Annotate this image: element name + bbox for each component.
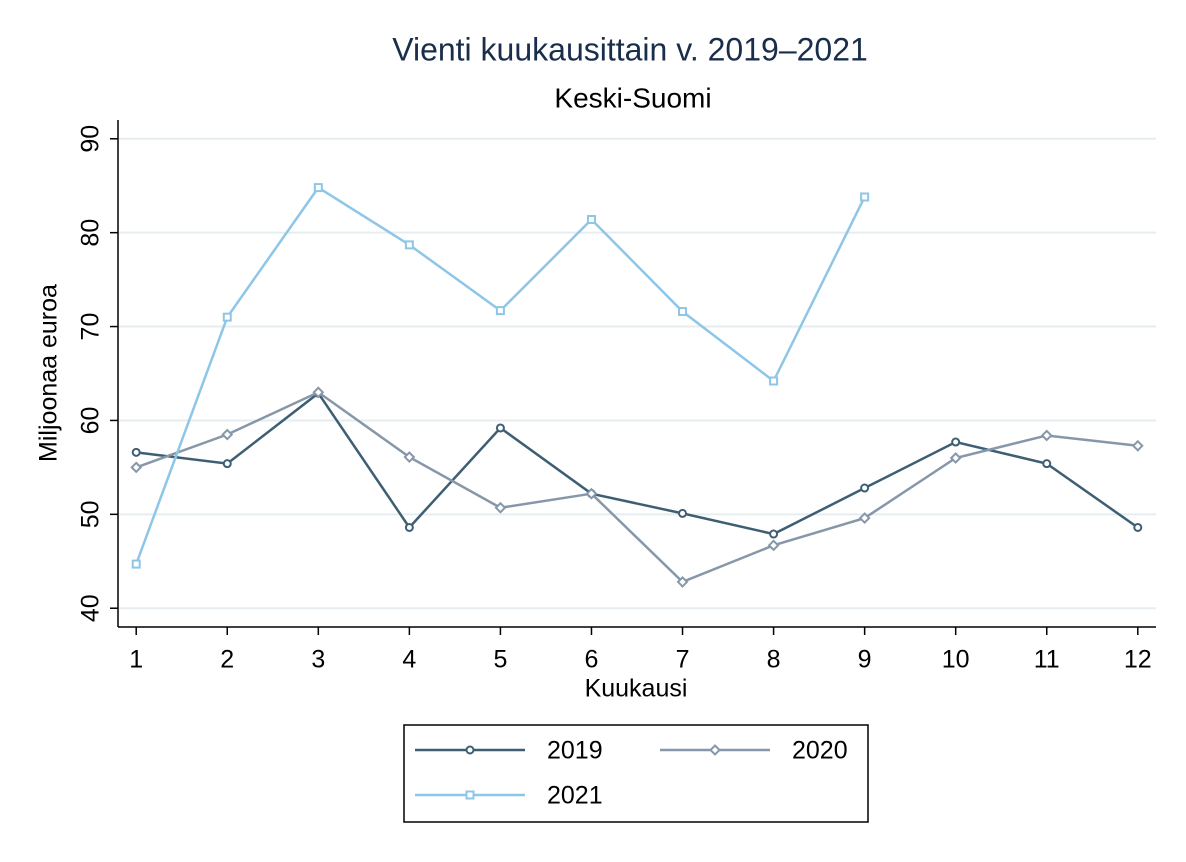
y-tick-label: 90	[77, 125, 105, 153]
marker	[1133, 522, 1143, 532]
marker	[1131, 439, 1144, 452]
legend-label: 2019	[547, 737, 603, 765]
marker	[313, 183, 323, 193]
marker	[404, 240, 414, 250]
chart-subtitle: Keski-Suomi	[554, 82, 711, 113]
x-tick-label: 10	[942, 646, 970, 674]
marker	[709, 744, 721, 756]
chart-title: Vienti kuukausittain v. 2019–2021	[392, 31, 868, 67]
marker	[949, 452, 962, 464]
marker	[465, 790, 475, 800]
marker	[222, 312, 232, 322]
x-tick-label: 11	[1034, 646, 1060, 674]
marker	[858, 512, 871, 525]
marker	[465, 745, 475, 755]
marker	[860, 483, 870, 493]
marker	[404, 522, 414, 532]
x-tick-label: 1	[129, 646, 143, 674]
x-tick-label: 2	[220, 646, 234, 674]
y-tick-label: 80	[77, 219, 105, 247]
marker	[131, 559, 141, 569]
marker	[494, 501, 507, 514]
marker	[767, 539, 780, 552]
marker	[1040, 429, 1053, 442]
marker	[585, 487, 598, 500]
marker	[586, 215, 596, 225]
y-tick-label: 40	[77, 594, 105, 622]
marker	[1042, 459, 1052, 469]
marker	[312, 386, 325, 399]
marker	[951, 437, 961, 447]
marker	[676, 576, 689, 588]
x-tick-label: 4	[402, 646, 416, 674]
x-tick-label: 9	[858, 646, 872, 674]
marker	[131, 447, 141, 457]
y-tick-label: 50	[77, 500, 105, 528]
y-tick-label: 60	[77, 407, 105, 435]
marker	[221, 428, 234, 441]
marker	[130, 461, 143, 474]
y-tick-label: 70	[77, 313, 105, 341]
marker	[678, 508, 688, 518]
y-axis-label: Miljoonaa euroa	[35, 284, 63, 462]
series-line	[136, 391, 1139, 536]
marker	[860, 192, 870, 202]
x-tick-label: 5	[493, 646, 507, 674]
x-tick-label: 7	[676, 646, 690, 674]
series-line	[135, 390, 1138, 584]
legend-label: 2021	[547, 782, 603, 810]
marker	[769, 529, 779, 539]
marker	[678, 307, 688, 317]
marker	[222, 459, 232, 469]
marker	[403, 451, 416, 463]
marker	[769, 376, 779, 386]
x-tick-label: 8	[767, 646, 781, 674]
x-axis-label: Kuukausi	[585, 675, 688, 703]
x-tick-label: 12	[1124, 646, 1152, 674]
legend-box	[403, 724, 869, 823]
x-tick-label: 6	[585, 646, 599, 674]
legend-label: 2020	[792, 737, 848, 765]
marker	[495, 423, 505, 433]
x-tick-label: 3	[311, 646, 325, 674]
marker	[495, 306, 505, 316]
